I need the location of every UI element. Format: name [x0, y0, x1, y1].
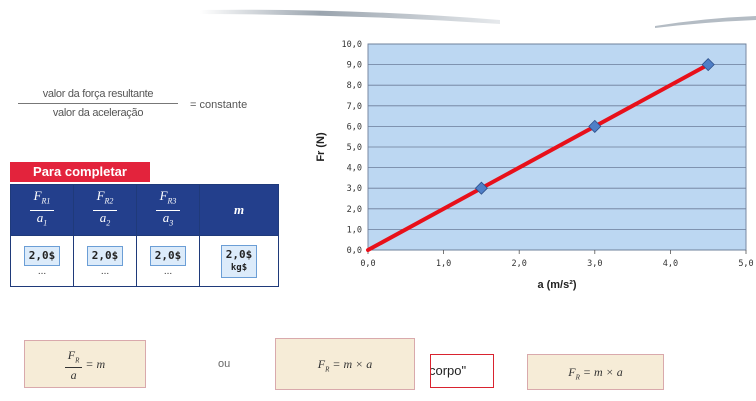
x-tick-label: 3,0 — [587, 259, 602, 269]
data-point — [474, 181, 488, 195]
y-tick-label: 2,0 — [347, 205, 362, 215]
x-tick-label: 2,0 — [512, 259, 527, 269]
series-line — [366, 62, 711, 252]
complete-label: Para completar — [10, 162, 150, 182]
formula-box-vector: FR = m × a — [527, 354, 664, 390]
ratio-table: FR1 a1 FR2 a2 FR3 a3 m 2,0$ ... 2,0$ ... 2,… — [10, 184, 279, 287]
answer-box[interactable]: 2,0$ — [23, 245, 61, 266]
y-tick-label: 8,0 — [347, 81, 362, 91]
y-tick-label: 4,0 — [347, 164, 362, 174]
data-point — [588, 119, 602, 133]
table-row: 2,0$ ... 2,0$ ... 2,0$ ... 2,0$ kg$ — [10, 235, 279, 287]
table-cell: 2,0$ ... — [73, 235, 137, 287]
x-tick-label: 5,0 — [738, 259, 753, 269]
ratio-numerator: valor da força resultante — [18, 88, 178, 104]
ratio-denominator: valor da aceleração — [52, 107, 144, 119]
table-header-cell: FR2 a2 — [73, 184, 137, 236]
force-acceleration-ratio-formula: valor da força resultante valor da acele… — [18, 88, 178, 119]
y-tick-label: 7,0 — [347, 102, 362, 112]
y-tick-label: 5,0 — [347, 143, 362, 153]
table-header-mass: m — [199, 184, 279, 236]
corpo-text-box: corpo" — [430, 354, 494, 388]
ratio-result: = constante — [190, 99, 248, 111]
y-tick-label: 6,0 — [347, 122, 362, 132]
x-tick-label: 1,0 — [436, 259, 451, 269]
x-axis-label: a (m/s²) — [537, 279, 576, 291]
table-cell: 2,0$ ... — [136, 235, 200, 287]
header-swoosh-decoration — [200, 9, 500, 24]
x-tick-label: 4,0 — [663, 259, 678, 269]
table-cell-mass: 2,0$ kg$ — [199, 235, 279, 287]
formula-box-product: FR = m × a — [275, 338, 415, 390]
y-tick-label: 9,0 — [347, 61, 362, 71]
y-tick-label: 3,0 — [347, 184, 362, 194]
y-tick-label: 10,0 — [342, 40, 362, 50]
y-axis-label: Fr (N) — [315, 132, 327, 162]
mass-answer-box[interactable]: 2,0$ kg$ — [220, 244, 258, 278]
y-tick-label: 0,0 — [347, 246, 362, 256]
data-point — [701, 58, 715, 72]
answer-box[interactable]: 2,0$ — [149, 245, 187, 266]
formula-box-ratio: FR a = m — [24, 340, 146, 388]
x-tick-label: 0,0 — [360, 259, 375, 269]
force-vs-acceleration-chart: 0,0 1,0 2,0 3,0 4,0 5,0 6,0 7,0 8,0 9,0 10,0 0,0 1,0… — [315, 40, 754, 291]
or-text: ou — [218, 358, 231, 370]
table-header-cell: FR3 a3 — [136, 184, 200, 236]
y-tick-label: 1,0 — [347, 225, 362, 235]
answer-box[interactable]: 2,0$ — [86, 245, 124, 266]
table-cell: 2,0$ ... — [10, 235, 74, 287]
table-header-cell: FR1 a1 — [10, 184, 74, 236]
table-header-row: FR1 a1 FR2 a2 FR3 a3 m — [10, 184, 279, 236]
header-swoosh-right-decoration — [655, 16, 756, 28]
